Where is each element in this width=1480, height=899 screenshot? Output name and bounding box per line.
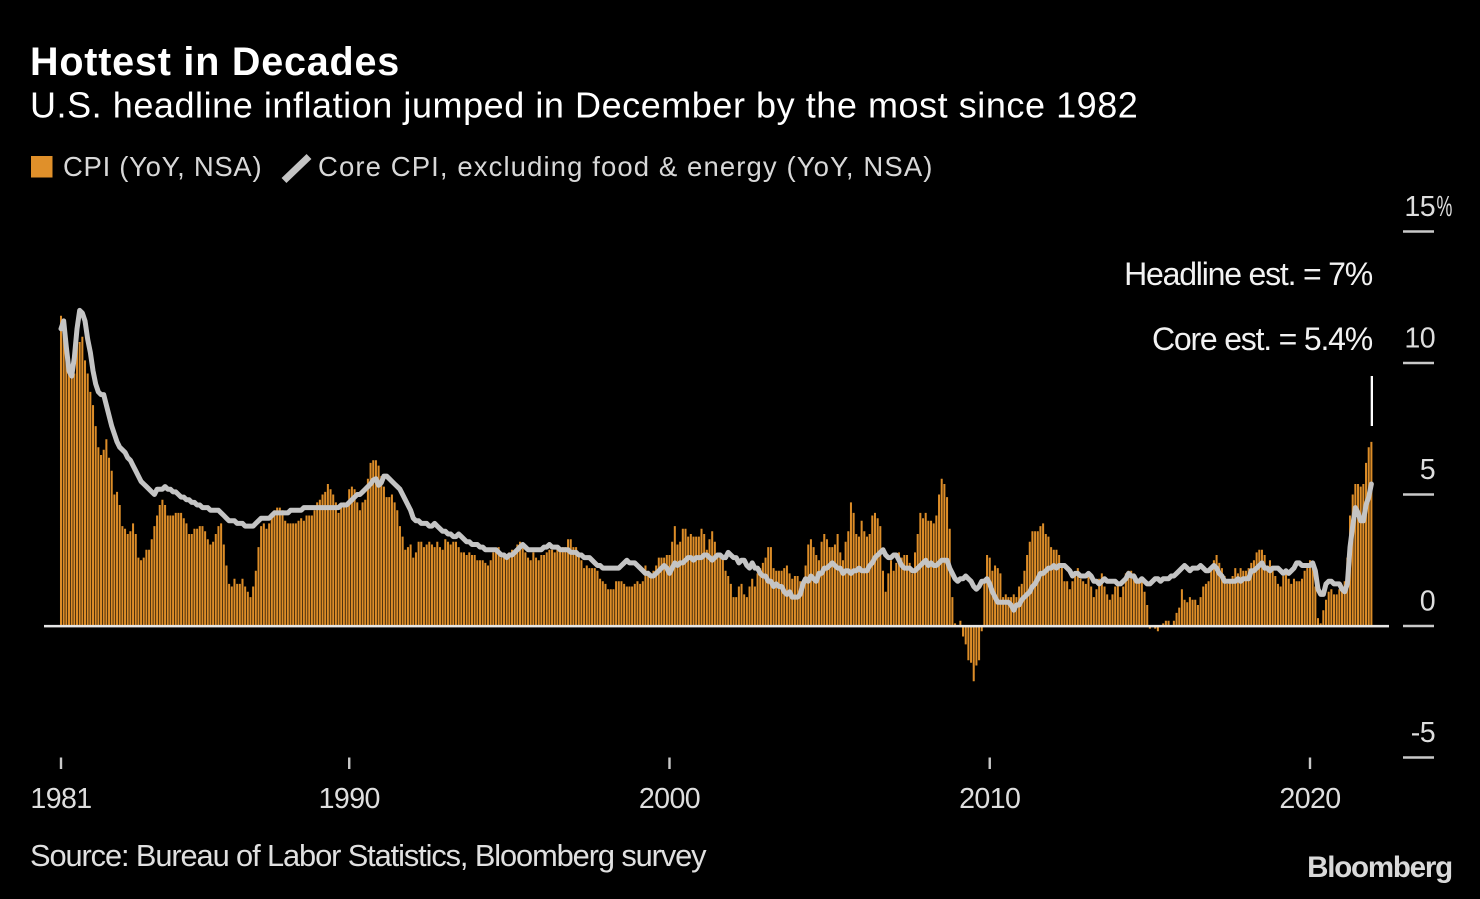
svg-text:-5: -5 [1411,717,1435,749]
svg-text:U.S. headline inflation jumped: U.S. headline inflation jumped in Decemb… [30,85,1138,126]
svg-text:2020: 2020 [1279,783,1340,815]
svg-text:2000: 2000 [639,783,700,815]
svg-text:Bloomberg: Bloomberg [1307,851,1452,884]
svg-text:5: 5 [1420,454,1435,486]
svg-text:1981: 1981 [30,783,91,815]
svg-text:Hottest in Decades: Hottest in Decades [30,40,400,84]
svg-text:CPI (YoY, NSA): CPI (YoY, NSA) [63,151,262,182]
svg-text:Core CPI, excluding food & ene: Core CPI, excluding food & energy (YoY, … [318,151,934,182]
svg-text:0: 0 [1420,586,1435,618]
svg-text:2010: 2010 [959,783,1020,815]
svg-text:Headline est. = 7%: Headline est. = 7% [1124,256,1373,292]
svg-text:1990: 1990 [319,783,380,815]
svg-text:%: % [1437,191,1453,223]
svg-text:15: 15 [1404,191,1435,223]
svg-text:Core est. = 5.4%: Core est. = 5.4% [1152,321,1373,357]
svg-text:10: 10 [1404,323,1435,355]
svg-text:Source: Bureau of Labor Statis: Source: Bureau of Labor Statistics, Bloo… [30,838,707,873]
